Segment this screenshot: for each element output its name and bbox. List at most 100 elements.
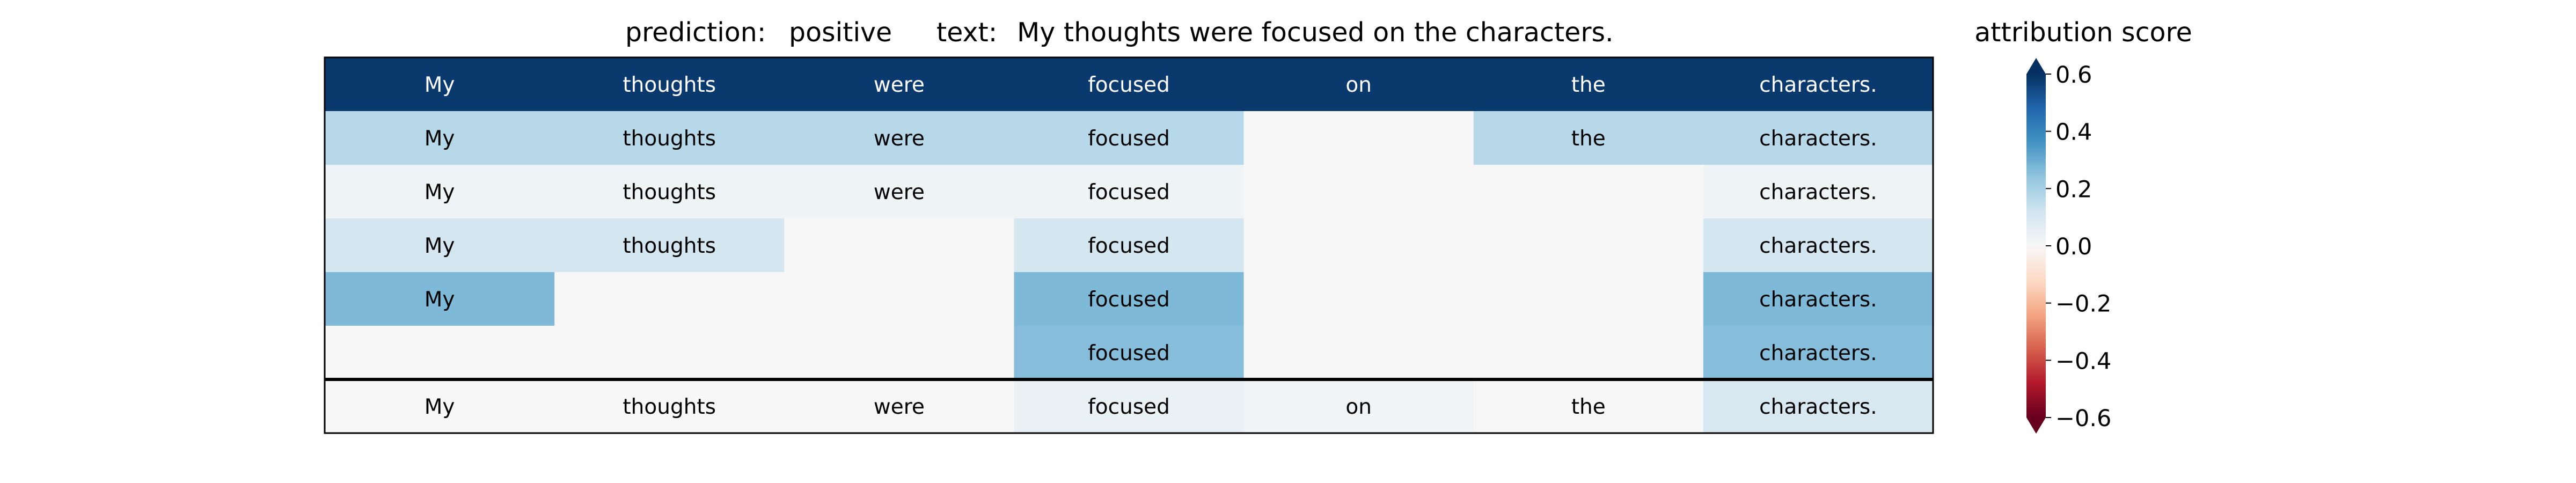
heatmap-cell [784, 57, 1015, 112]
token-label: focused [1088, 341, 1170, 365]
heatmap-cell [554, 218, 785, 273]
heatmap-cell [1243, 218, 1474, 273]
heatmap-cell [1703, 165, 1934, 219]
token-label: the [1571, 127, 1606, 151]
heatmap-cell [1473, 111, 1704, 165]
summary-cell [325, 379, 555, 434]
token-label: focused [1088, 73, 1170, 97]
heatmap-cell [1703, 57, 1934, 112]
text-label: text: [936, 17, 997, 48]
heatmap-cell [325, 326, 555, 380]
token-label: My [425, 180, 455, 204]
colorbar-gradient [2026, 74, 2046, 418]
heatmap-cell [1703, 218, 1934, 273]
colorbar-tick-label: 0.6 [2055, 62, 2092, 89]
token-label: thoughts [623, 127, 716, 151]
token-label: the [1571, 73, 1606, 97]
summary-token-label: My [425, 395, 455, 419]
input-text: My thoughts were focused on the characte… [1017, 17, 1614, 48]
summary-cell [1014, 379, 1245, 434]
heatmap-cell [554, 272, 785, 326]
summary-token-label: thoughts [623, 395, 716, 419]
heatmap-cell [784, 218, 1015, 273]
heatmap-cell [1703, 272, 1934, 326]
summary-cell [554, 379, 785, 434]
heatmap-cell [325, 165, 555, 219]
heatmap-frame [324, 56, 1934, 434]
token-label: were [874, 180, 925, 204]
summary-token-label: were [874, 395, 925, 419]
heatmap-cell [1243, 165, 1474, 219]
token-label: characters. [1759, 288, 1877, 312]
heatmap-cell [1703, 326, 1934, 380]
colorbar-extend-min [2026, 418, 2046, 434]
token-label: on [1345, 73, 1372, 97]
heatmap-cell [1014, 326, 1245, 380]
heatmap-cell [1014, 57, 1245, 112]
heatmap-cell [1703, 111, 1934, 165]
heatmap-cell [1014, 218, 1245, 273]
heatmap-cell [554, 111, 785, 165]
token-label: focused [1088, 234, 1170, 258]
heatmap-cell [325, 272, 555, 326]
heatmap-cell [1014, 272, 1245, 326]
heatmap-cell [1243, 111, 1474, 165]
heatmap-cell [784, 272, 1015, 326]
token-label: focused [1088, 127, 1170, 151]
heatmap-cell [1014, 165, 1245, 219]
token-label: My [425, 234, 455, 258]
token-label: focused [1088, 180, 1170, 204]
prediction-value: positive [789, 17, 892, 48]
colorbar-extend-max [2026, 58, 2046, 74]
heatmap-cell [554, 57, 785, 112]
attribution-heatmap: My thoughts were focused on the characters. My t… [324, 56, 1934, 434]
token-label: thoughts [623, 180, 716, 204]
token-label: were [874, 73, 925, 97]
summary-cell [1703, 379, 1934, 434]
token-label: characters. [1759, 234, 1877, 258]
colorbar-tick-label: −0.6 [2055, 405, 2111, 432]
colorbar-tick-label: 0.2 [2055, 176, 2092, 203]
summary-cell [1243, 379, 1474, 434]
heatmap-cell [784, 111, 1015, 165]
heatmap-cell [1243, 272, 1474, 326]
colorbar: 0.6 0.4 0.2 0.0 −0.2 −0.4 −0.6 [2026, 58, 2111, 434]
summary-token-label: characters. [1759, 395, 1877, 419]
heatmap-cell [1243, 326, 1474, 380]
token-label: characters. [1759, 341, 1877, 365]
heatmap-cell [784, 165, 1015, 219]
heatmap-cell [1473, 218, 1704, 273]
token-label: characters. [1759, 180, 1877, 204]
colorbar-title: attribution score [1974, 17, 2192, 48]
token-label: characters. [1759, 73, 1877, 97]
summary-cell [1473, 379, 1704, 434]
figure-header: prediction: positive text: My thoughts w… [625, 17, 2192, 48]
heatmap-cell [784, 326, 1015, 380]
token-label: My [425, 127, 455, 151]
token-label: thoughts [623, 234, 716, 258]
heatmap-cell [1473, 57, 1704, 112]
token-label: were [874, 127, 925, 151]
summary-cell [784, 379, 1015, 434]
heatmap-cell [325, 57, 555, 112]
summary-token-label: on [1345, 395, 1372, 419]
token-label: characters. [1759, 127, 1877, 151]
heatmap-cell [325, 111, 555, 165]
prediction-label: prediction: [625, 17, 766, 48]
heatmap-cell [1473, 165, 1704, 219]
heatmap-cell [325, 218, 555, 273]
colorbar-tick-label: −0.4 [2055, 348, 2111, 375]
heatmap-cell [1473, 326, 1704, 380]
summary-token-label: focused [1088, 395, 1170, 419]
heatmap-cell [554, 165, 785, 219]
colorbar-ticks: 0.6 0.4 0.2 0.0 −0.2 −0.4 −0.6 [2046, 62, 2111, 432]
summary-token-label: the [1571, 395, 1606, 419]
heatmap-cell [1243, 57, 1474, 112]
colorbar-tick-label: −0.2 [2055, 291, 2111, 318]
token-label: My [425, 73, 455, 97]
heatmap-cell [1014, 111, 1245, 165]
heatmap-cell [1473, 272, 1704, 326]
heatmap-cell [554, 326, 785, 380]
token-label: My [425, 288, 455, 312]
